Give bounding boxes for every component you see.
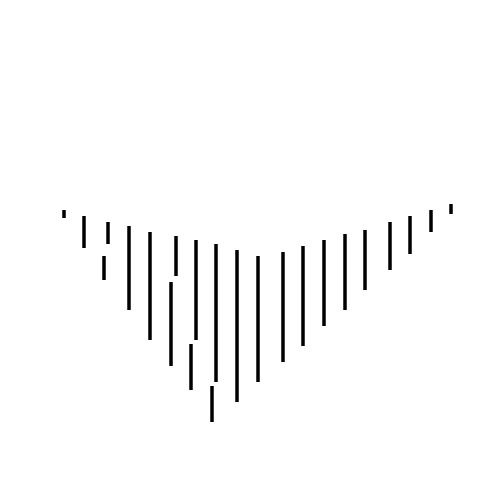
hatch-lines-group [62, 204, 453, 422]
